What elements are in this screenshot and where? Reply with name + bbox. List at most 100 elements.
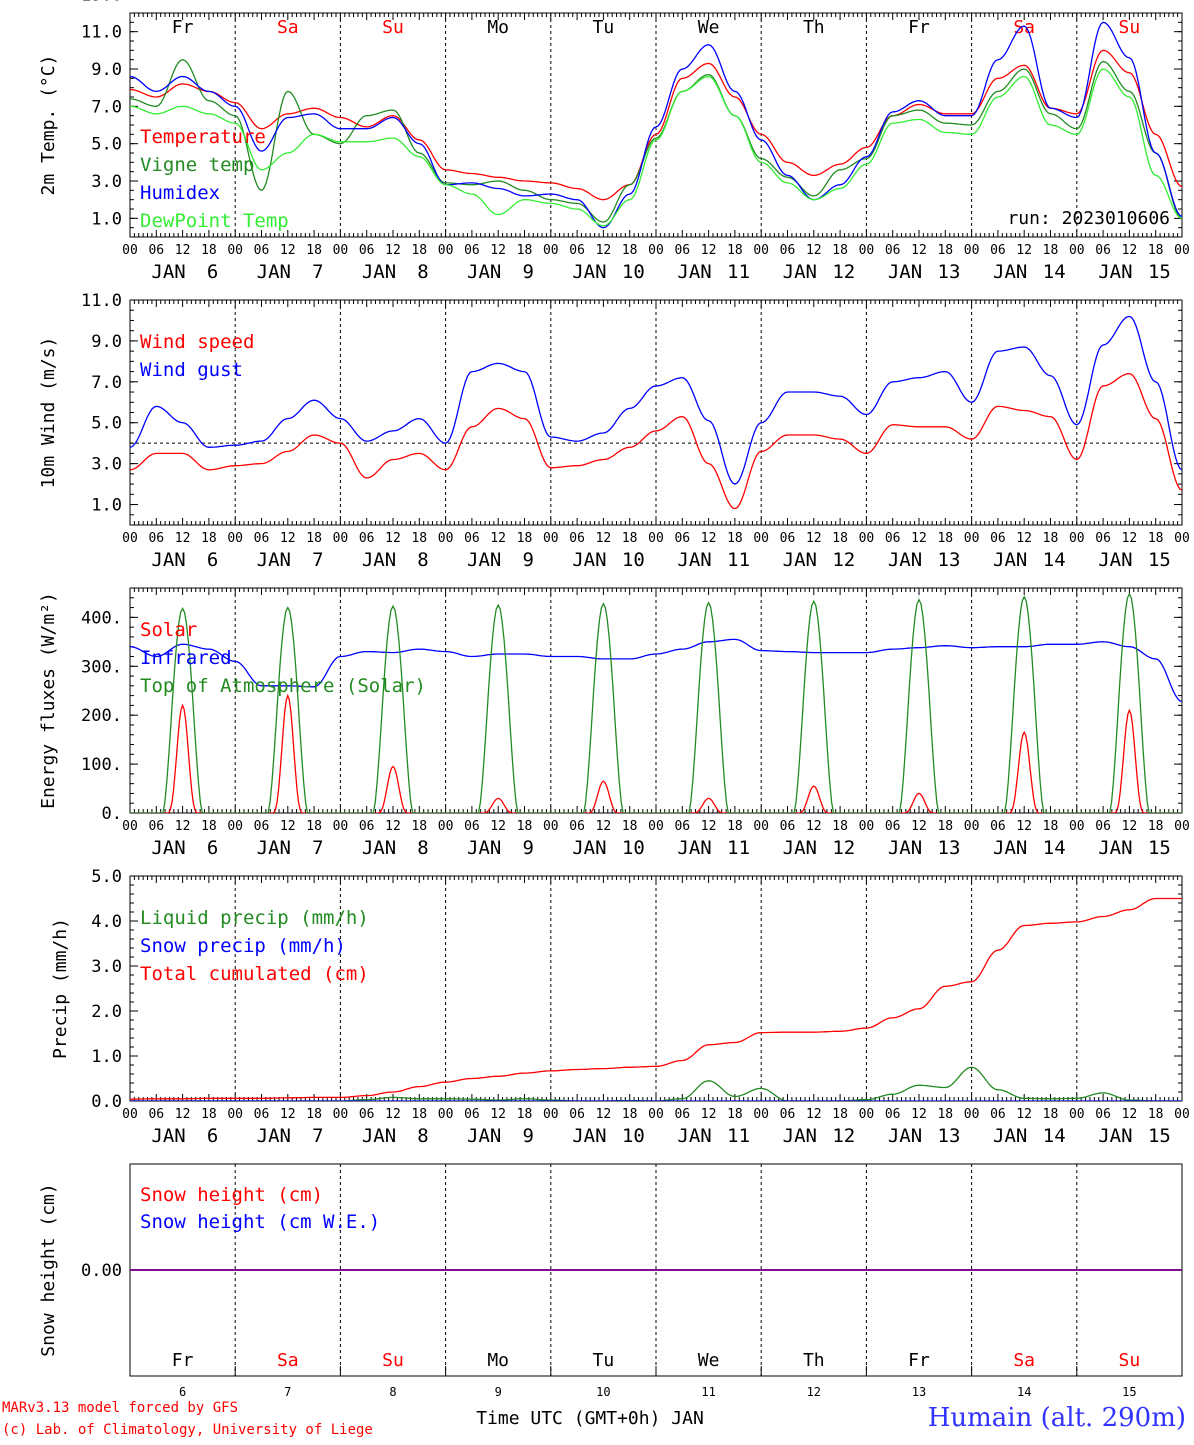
hour-tick-label: 06 [359, 243, 375, 258]
y-tick-label: 300. [81, 657, 122, 677]
date-day-label: 12 [832, 1125, 855, 1147]
hour-tick-label: 12 [911, 243, 927, 258]
date-day-label: 6 [179, 1385, 186, 1399]
plot-frame [129, 587, 1183, 814]
hour-tick-label: 18 [832, 1107, 848, 1122]
date-day-label: 6 [207, 1125, 218, 1147]
hour-tick-label: 12 [385, 243, 401, 258]
y-tick-label: 9.0 [91, 60, 122, 80]
hour-tick-label: 18 [937, 819, 953, 834]
hour-tick-label: 06 [674, 243, 690, 258]
hour-tick-label: 00 [122, 243, 138, 258]
series-line-total-cumulated-cm- [130, 897, 1182, 1100]
weekday-label: Su [382, 17, 404, 38]
date-day-label: 8 [417, 837, 428, 859]
date-month-label: JAN [1098, 1125, 1132, 1147]
date-month-label: JAN [257, 549, 291, 571]
hour-tick-label: 18 [201, 819, 217, 834]
legend-entry: Wind speed [140, 331, 254, 353]
hour-tick-label: 18 [411, 819, 427, 834]
y-tick-label: 400. [81, 608, 122, 628]
hour-tick-label: 18 [622, 531, 638, 546]
weekday-label: Sa [277, 1350, 299, 1371]
hour-tick-label: 00 [333, 1107, 349, 1122]
hour-tick-label: 06 [780, 1107, 796, 1122]
hour-tick-label: 06 [1095, 243, 1111, 258]
weekday-label: We [698, 17, 720, 38]
hour-tick-label: 00 [964, 819, 980, 834]
date-day-label: 7 [312, 837, 323, 859]
hour-tick-label: 12 [701, 1107, 717, 1122]
date-day-label: 15 [1122, 1385, 1136, 1399]
series-group [130, 897, 1182, 1101]
legend-entry: Total cumulated (cm) [140, 963, 369, 985]
weekday-label: Fr [908, 17, 930, 38]
date-day-label: 14 [1043, 837, 1066, 859]
hour-tick-label: 18 [727, 819, 743, 834]
date-day-label: 12 [832, 549, 855, 571]
hour-tick-label: 18 [306, 819, 322, 834]
hour-tick-label: 06 [148, 531, 164, 546]
hour-tick-label: 12 [1016, 1107, 1032, 1122]
date-month-label: JAN [467, 837, 501, 859]
weekday-label: Fr [908, 1350, 930, 1371]
hour-tick-label: 18 [1043, 819, 1059, 834]
hour-tick-label: 00 [438, 243, 454, 258]
hour-tick-label: 00 [964, 1107, 980, 1122]
hour-tick-label: 18 [201, 531, 217, 546]
plot-frame [129, 12, 1183, 238]
hour-tick-label: 18 [622, 243, 638, 258]
y-axis-title: 2m Temp. (°C) [38, 55, 59, 196]
date-day-label: 6 [207, 261, 218, 283]
hour-tick-label: 06 [569, 243, 585, 258]
date-day-label: 13 [938, 1125, 961, 1147]
series-line-top-of-atmosphere-solar- [130, 592, 1182, 813]
y-tick-label: 11.0 [81, 291, 122, 311]
hour-tick-label: 12 [175, 531, 191, 546]
hour-tick-label: 12 [280, 1107, 296, 1122]
hour-tick-label: 06 [148, 243, 164, 258]
weekday-label: Mo [487, 1350, 509, 1371]
date-month-label: JAN [151, 1125, 185, 1147]
hour-tick-label: 06 [990, 819, 1006, 834]
y-axis-title: 10m Wind (m/s) [38, 337, 59, 489]
date-day-label: 14 [1043, 261, 1066, 283]
date-month-label: JAN [993, 261, 1027, 283]
hour-tick-label: 00 [1174, 819, 1190, 834]
date-day-label: 15 [1148, 837, 1171, 859]
hour-tick-label: 06 [885, 243, 901, 258]
hour-tick-label: 12 [911, 531, 927, 546]
hour-tick-label: 00 [753, 243, 769, 258]
y-tick-label: 7.0 [91, 373, 122, 393]
x-axis-title: Time UTC (GMT+0h) JAN [476, 1408, 704, 1429]
hour-tick-label: 12 [596, 819, 612, 834]
date-day-label: 11 [727, 837, 750, 859]
hour-tick-label: 06 [674, 531, 690, 546]
series-group [130, 315, 1182, 510]
date-day-label: 10 [622, 837, 645, 859]
hour-tick-label: 00 [122, 819, 138, 834]
y-tick-label: 13.0 [81, 0, 122, 5]
hour-tick-label: 12 [701, 819, 717, 834]
date-day-label: 15 [1148, 1125, 1171, 1147]
hour-tick-label: 18 [1148, 531, 1164, 546]
hour-tick-label: 00 [648, 819, 664, 834]
hour-tick-label: 06 [885, 531, 901, 546]
date-day-label: 15 [1148, 261, 1171, 283]
hour-tick-label: 18 [1148, 819, 1164, 834]
hour-tick-label: 06 [990, 531, 1006, 546]
date-month-label: JAN [993, 837, 1027, 859]
hour-tick-label: 06 [885, 1107, 901, 1122]
hour-tick-label: 12 [1122, 1107, 1138, 1122]
hour-tick-label: 06 [780, 819, 796, 834]
date-month-label: JAN [677, 549, 711, 571]
hour-tick-label: 06 [359, 819, 375, 834]
hour-tick-label: 18 [727, 1107, 743, 1122]
hour-tick-label: 00 [543, 1107, 559, 1122]
hour-tick-label: 12 [911, 819, 927, 834]
plot-frame [129, 299, 1183, 526]
hour-tick-label: 00 [964, 531, 980, 546]
hour-tick-label: 12 [385, 531, 401, 546]
hour-tick-label: 06 [1095, 531, 1111, 546]
copyright-credit: (c) Lab. of Climatology, University of L… [2, 1422, 373, 1438]
